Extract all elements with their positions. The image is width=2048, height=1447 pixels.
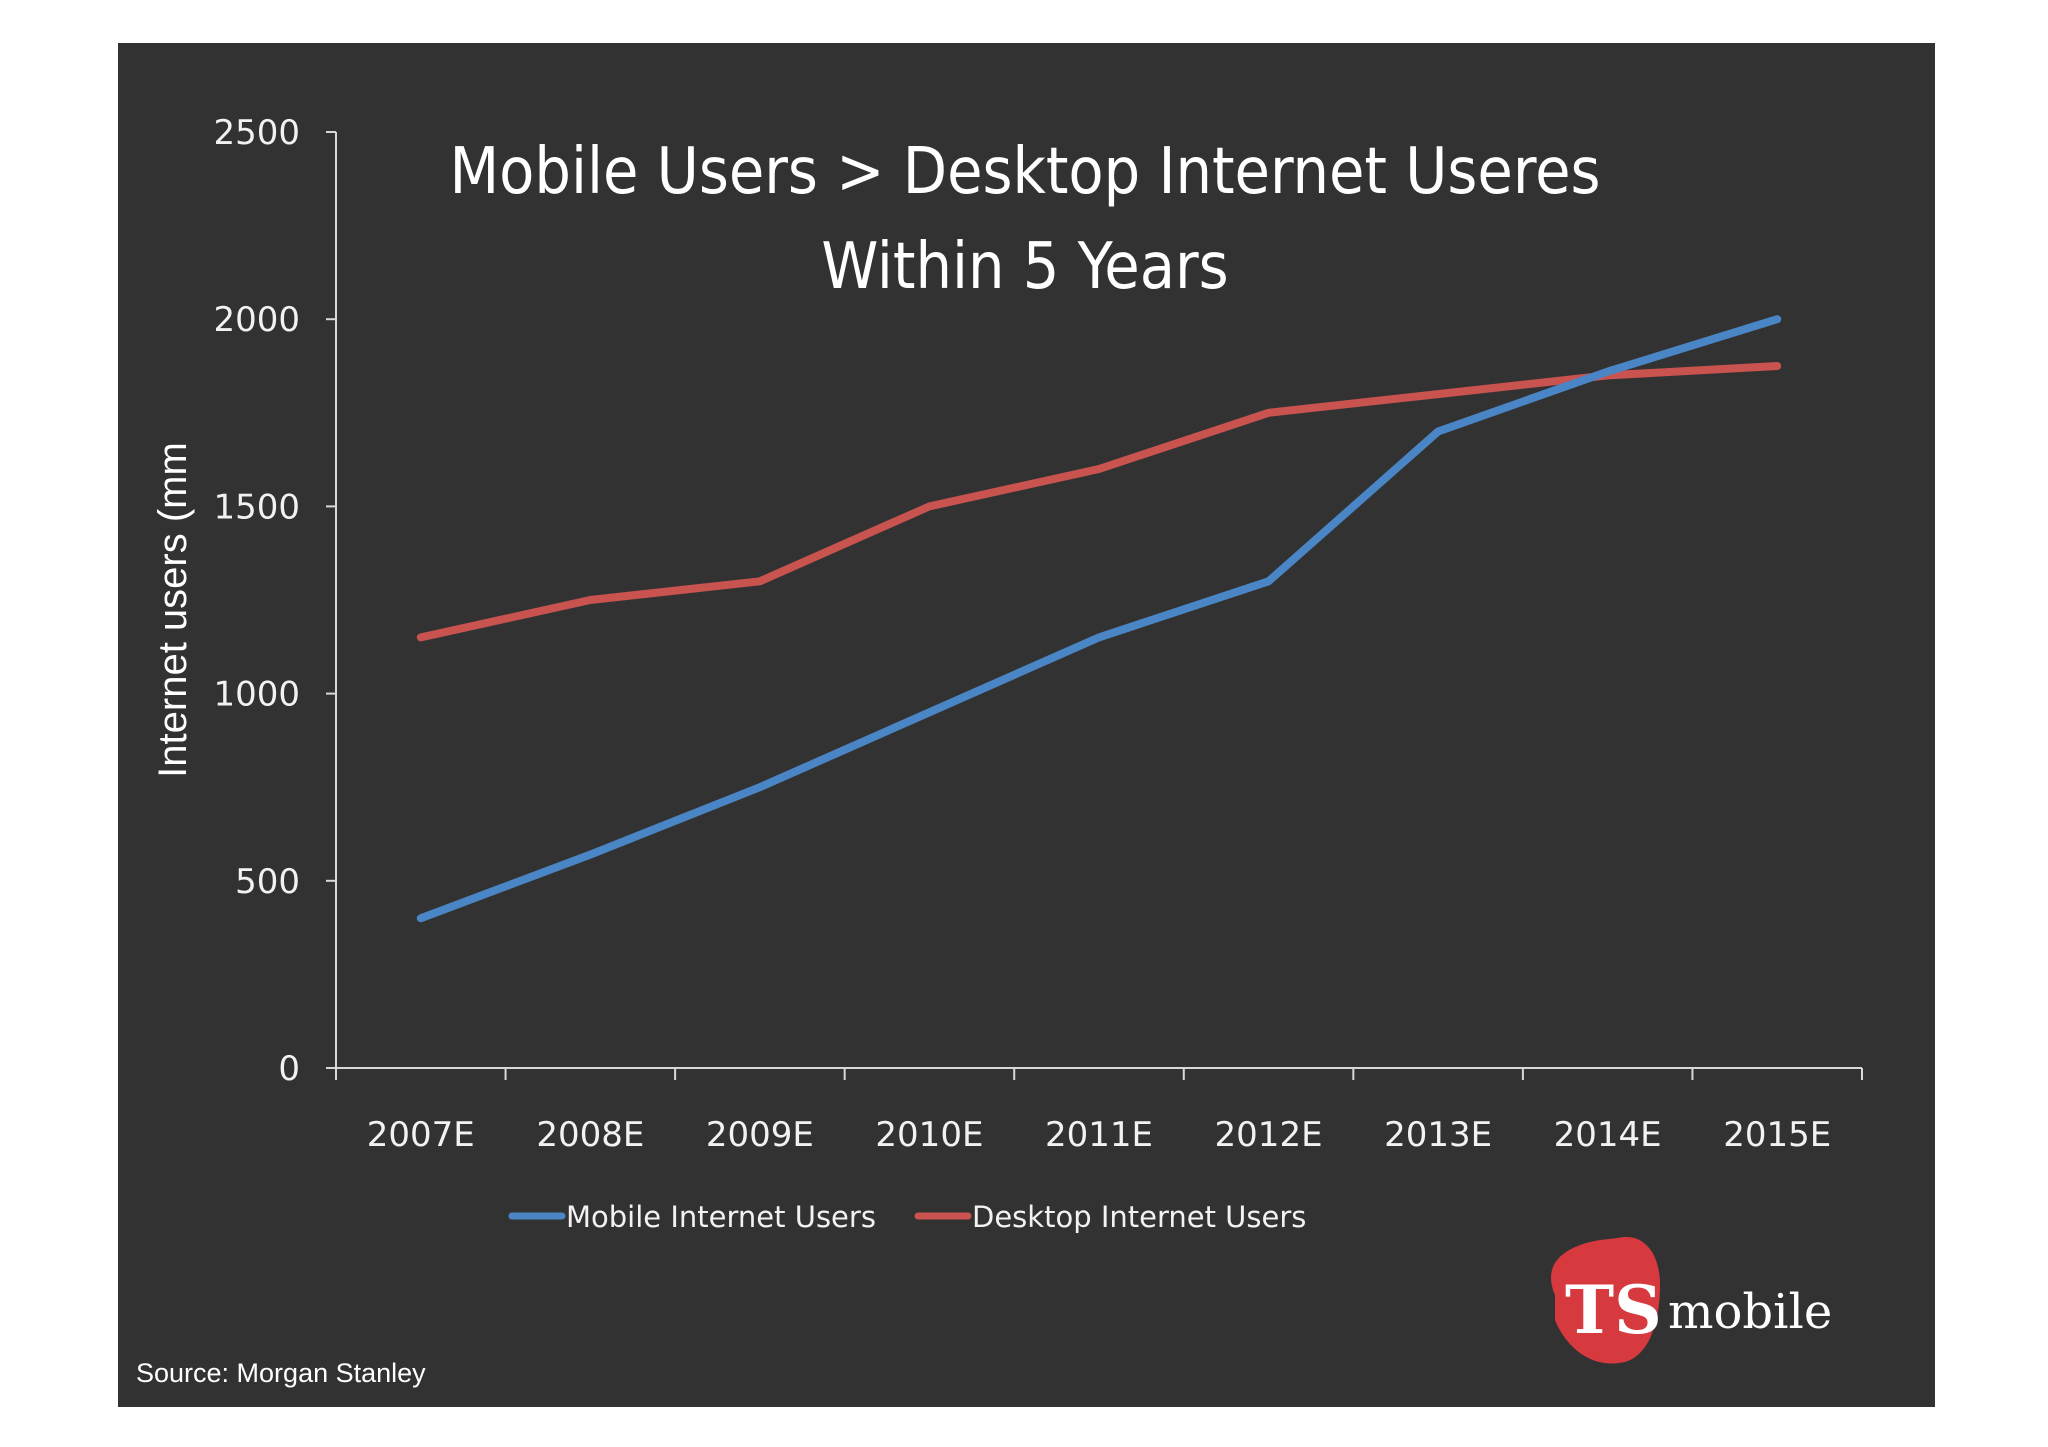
legend-label-mobile: Mobile Internet Users	[566, 1200, 876, 1234]
slide-background	[118, 43, 1935, 1407]
ts-mobile-logo: TS mobile	[1551, 1237, 1832, 1364]
y-tick-label: 1000	[213, 675, 300, 715]
y-ticks: 0 500 1000 1500 2000 2500	[213, 113, 336, 1089]
x-tick-label: 2015E	[1723, 1115, 1831, 1155]
x-tick-label: 2012E	[1215, 1115, 1323, 1155]
series-line-desktop	[416, 362, 1782, 642]
x-tick-label: 2007E	[367, 1115, 475, 1155]
legend-label-desktop: Desktop Internet Users	[972, 1200, 1306, 1234]
logo-drop-shape	[1551, 1237, 1660, 1364]
chart-title-line-2: Within 5 Years	[821, 230, 1228, 304]
legend: Mobile Internet Users Desktop Internet U…	[508, 1200, 1306, 1234]
x-tick-label: 2011E	[1045, 1115, 1153, 1155]
x-tick-label: 2010E	[875, 1115, 983, 1155]
x-tick-label: 2008E	[536, 1115, 644, 1155]
y-axis-label: Internet users (mm	[151, 442, 195, 778]
x-tick-label: 2014E	[1554, 1115, 1662, 1155]
y-tick-label: 0	[278, 1049, 300, 1089]
x-ticks: 2007E 2008E 2009E 2010E 2011E 2012E 2013E 2014E…	[335, 1068, 1863, 1155]
logo-mark: TS	[1565, 1271, 1662, 1349]
source-note: Source: Morgan Stanley	[136, 1358, 426, 1388]
x-tick-label: 2009E	[706, 1115, 814, 1155]
series-lines	[416, 315, 1782, 923]
series-line-mobile	[416, 315, 1782, 923]
chart-title-line-1: Mobile Users > Desktop Internet Useres	[449, 135, 1600, 209]
y-tick-label: 2000	[213, 300, 300, 340]
axes	[335, 132, 1862, 1069]
logo-text: mobile	[1668, 1284, 1832, 1340]
x-tick-label: 2013E	[1384, 1115, 1492, 1155]
y-tick-label: 1500	[213, 487, 300, 527]
y-tick-label: 500	[235, 862, 300, 902]
y-tick-label: 2500	[213, 113, 300, 153]
